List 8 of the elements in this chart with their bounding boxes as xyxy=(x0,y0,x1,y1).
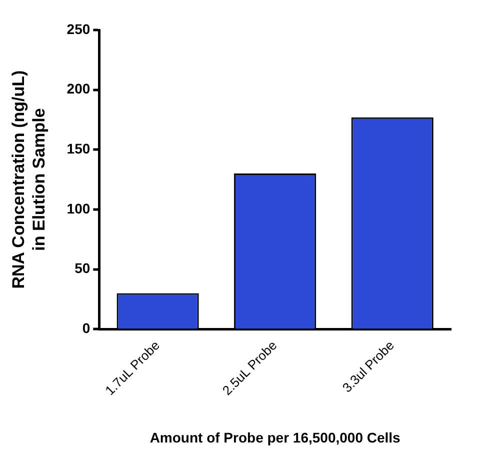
x-axis-title: Amount of Probe per 16,500,000 Cells xyxy=(150,429,401,446)
y-tick-label: 200 xyxy=(66,80,90,97)
y-tick-label: 50 xyxy=(74,260,90,276)
y-tick-label: 100 xyxy=(66,200,90,216)
y-axis-title: RNA Concentration (ng/uL) in Elution Sample xyxy=(8,70,48,289)
y-tick-label: 150 xyxy=(66,140,90,156)
y-tick-label: 0 xyxy=(82,320,90,336)
y-tick-label: 250 xyxy=(66,20,90,37)
